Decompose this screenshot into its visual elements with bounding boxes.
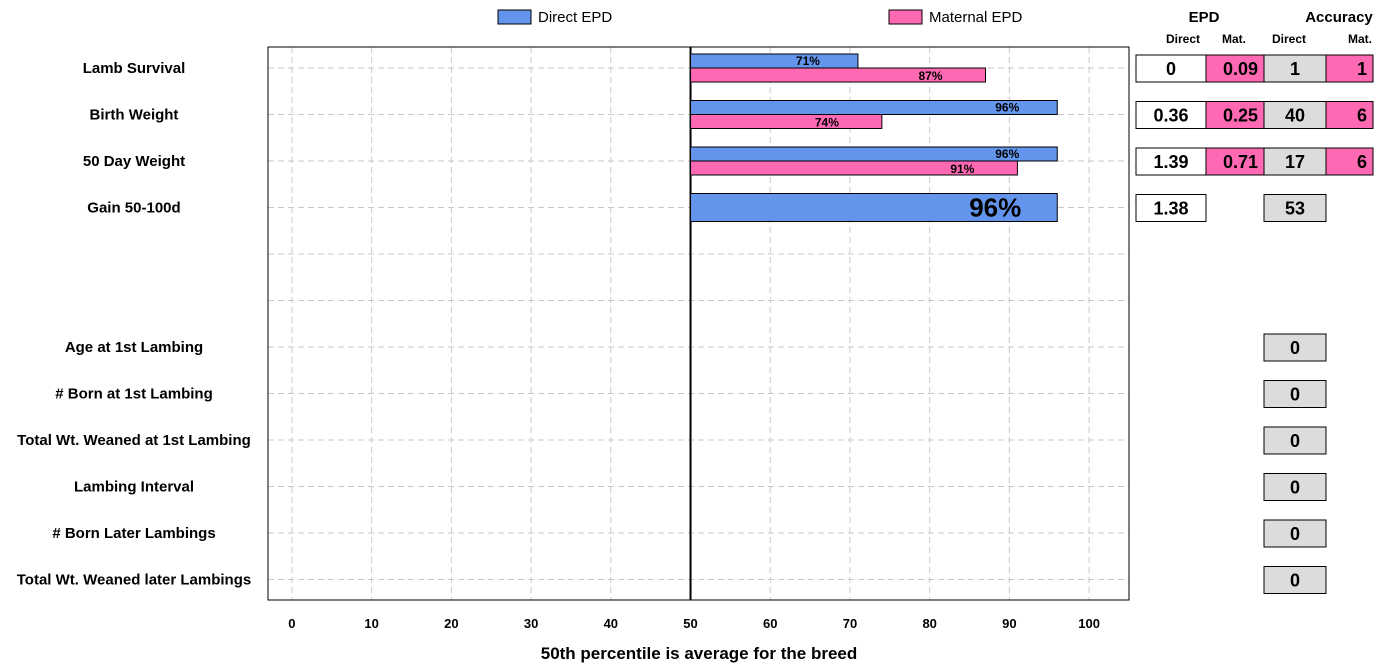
x-tick-label: 40 xyxy=(604,616,618,631)
bar-direct xyxy=(690,193,1058,222)
x-tick-label: 20 xyxy=(444,616,458,631)
x-tick-label: 90 xyxy=(1002,616,1016,631)
bar-label-maternal: 91% xyxy=(950,162,974,176)
epd-maternal-cell-value: 0.25 xyxy=(1223,106,1258,126)
plot-frame xyxy=(267,46,1130,601)
epd-direct-cell-value: 1.38 xyxy=(1153,199,1188,219)
epd-direct-cell xyxy=(1135,147,1207,176)
accuracy-direct-cell xyxy=(1263,426,1327,455)
accuracy-direct-cell-value: 0 xyxy=(1290,338,1300,358)
epd-maternal-cell xyxy=(1205,54,1265,83)
bar-label-direct: 96% xyxy=(969,193,1021,223)
epd-direct-cell xyxy=(1135,54,1207,83)
bar-label-direct: 71% xyxy=(796,54,820,68)
epd-maternal-cell-value: 0.09 xyxy=(1223,59,1258,79)
category-label: Lambing Interval xyxy=(74,479,194,496)
epd-direct-cell-value: 0.36 xyxy=(1153,106,1188,126)
table-subheader: Direct xyxy=(1272,32,1306,46)
epd-table: EPD Accuracy Direct Mat. Direct Mat. 0 0.09 1 1 0.… xyxy=(1135,9,1374,594)
table-header-epd: EPD xyxy=(1189,9,1220,26)
accuracy-direct-cell xyxy=(1263,147,1327,176)
table-subheader: Direct xyxy=(1166,32,1200,46)
accuracy-direct-cell xyxy=(1263,333,1327,362)
table-subheader: Mat. xyxy=(1348,32,1372,46)
accuracy-maternal-cell-value: 6 xyxy=(1357,106,1367,126)
x-tick-label: 50 xyxy=(683,616,697,631)
accuracy-direct-cell-value: 0 xyxy=(1290,571,1300,591)
legend-swatch xyxy=(888,9,923,25)
epd-maternal-cell xyxy=(1205,101,1265,129)
accuracy-maternal-cell xyxy=(1325,101,1374,129)
accuracy-direct-cell-value: 17 xyxy=(1285,152,1305,172)
epd-direct-cell-value: 0 xyxy=(1166,59,1176,79)
x-axis-label: 50th percentile is average for the breed xyxy=(541,644,858,663)
accuracy-direct-cell-value: 0 xyxy=(1290,478,1300,498)
x-tick-label: 70 xyxy=(843,616,857,631)
accuracy-maternal-cell-value: 1 xyxy=(1357,59,1367,79)
table-subheader: Mat. xyxy=(1222,32,1246,46)
accuracy-direct-cell xyxy=(1263,473,1327,501)
bar-label-maternal: 74% xyxy=(815,116,839,130)
category-label: Lamb Survival xyxy=(83,60,186,77)
bar-maternal xyxy=(690,114,883,129)
accuracy-direct-cell xyxy=(1263,101,1327,129)
category-label: # Born Later Lambings xyxy=(52,525,215,542)
category-label: Gain 50-100d xyxy=(87,200,180,217)
bar-maternal xyxy=(690,67,986,83)
category-labels: Lamb Survival Birth Weight 50 Day Weight Ga… xyxy=(17,60,251,589)
category-label: Total Wt. Weaned later Lambings xyxy=(17,572,251,589)
x-tick-label: 100 xyxy=(1078,616,1100,631)
accuracy-direct-cell xyxy=(1263,194,1327,222)
accuracy-direct-cell xyxy=(1263,566,1327,594)
accuracy-direct-cell-value: 1 xyxy=(1290,59,1300,79)
category-label: Age at 1st Lambing xyxy=(65,339,203,356)
category-label: 50 Day Weight xyxy=(83,153,185,170)
bars-layer: 71% 87% 96% 74% 96% 91% 96% xyxy=(690,53,1058,223)
accuracy-maternal-cell xyxy=(1325,147,1374,176)
legend-swatch xyxy=(497,9,532,25)
category-label: Birth Weight xyxy=(90,107,179,124)
x-tick-label: 60 xyxy=(763,616,777,631)
grid-layer xyxy=(268,47,1129,600)
legend: Direct EPD Maternal EPD xyxy=(497,9,1023,26)
x-tick-label: 30 xyxy=(524,616,538,631)
epd-direct-cell-value: 1.39 xyxy=(1153,152,1188,172)
table-header-accuracy: Accuracy xyxy=(1305,9,1373,26)
epd-direct-cell xyxy=(1135,194,1207,222)
accuracy-direct-cell-value: 0 xyxy=(1290,431,1300,451)
legend-label: Maternal EPD xyxy=(929,9,1023,26)
category-label: # Born at 1st Lambing xyxy=(55,386,213,403)
accuracy-direct-cell-value: 0 xyxy=(1290,385,1300,405)
accuracy-direct-cell xyxy=(1263,380,1327,408)
epd-maternal-cell-value: 0.71 xyxy=(1223,152,1258,172)
bar-maternal xyxy=(690,160,1018,176)
accuracy-direct-cell-value: 0 xyxy=(1290,524,1300,544)
bar-label-maternal: 87% xyxy=(918,69,942,83)
x-tick-labels: 0 10 20 30 40 50 60 70 80 90 100 xyxy=(288,616,1100,631)
x-tick-label: 80 xyxy=(922,616,936,631)
accuracy-direct-cell-value: 40 xyxy=(1285,106,1305,126)
accuracy-direct-cell xyxy=(1263,519,1327,548)
epd-maternal-cell xyxy=(1205,147,1265,176)
bar-label-direct: 96% xyxy=(995,147,1019,161)
x-tick-label: 10 xyxy=(364,616,378,631)
x-tick-label: 0 xyxy=(288,616,295,631)
bar-label-direct: 96% xyxy=(995,101,1019,115)
bar-direct xyxy=(690,53,859,69)
accuracy-maternal-cell-value: 6 xyxy=(1357,152,1367,172)
accuracy-direct-cell-value: 53 xyxy=(1285,199,1305,219)
category-label: Total Wt. Weaned at 1st Lambing xyxy=(17,432,251,449)
accuracy-maternal-cell xyxy=(1325,54,1374,83)
legend-label: Direct EPD xyxy=(538,9,612,26)
